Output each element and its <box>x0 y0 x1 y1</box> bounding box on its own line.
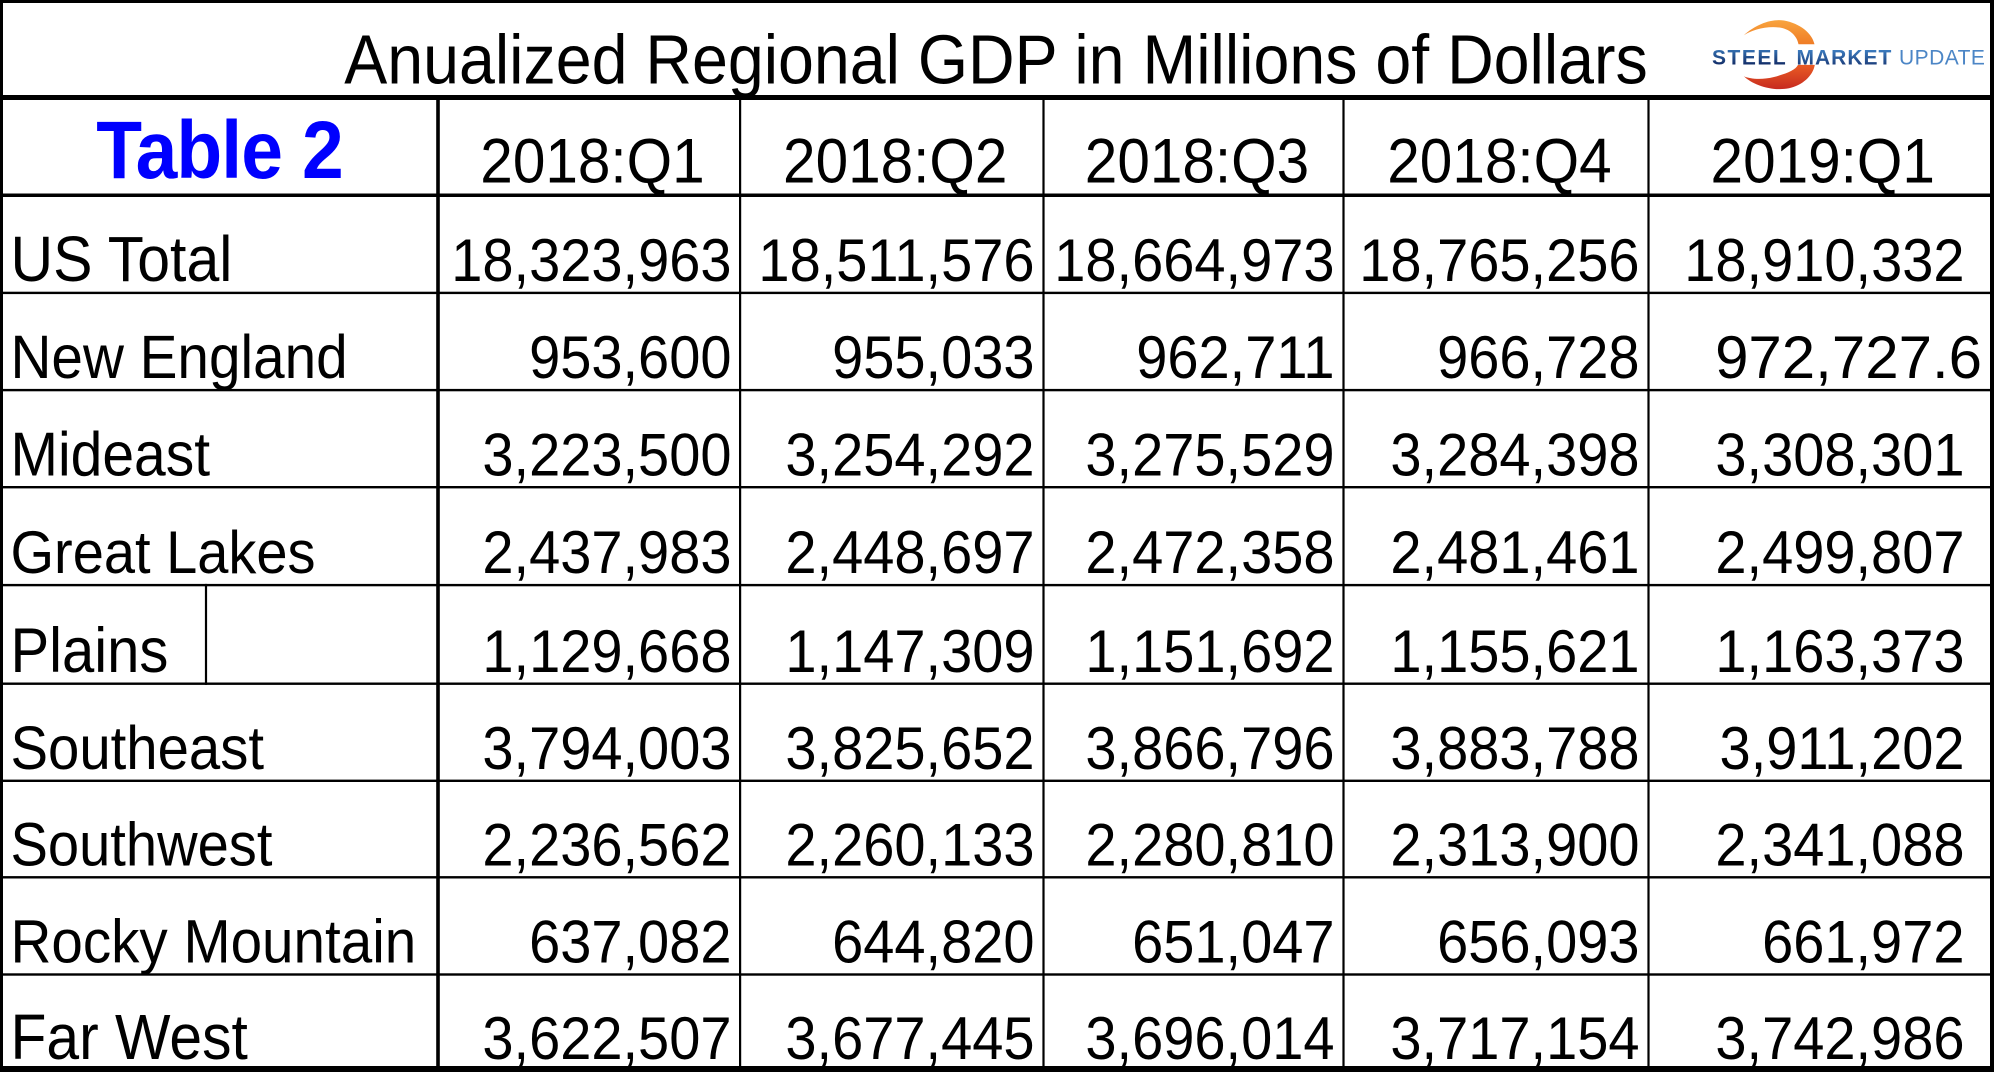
svg-text:18,323,963: 18,323,963 <box>451 227 731 295</box>
svg-text:MARKET: MARKET <box>1797 47 1893 70</box>
svg-text:US Total: US Total <box>11 224 233 296</box>
svg-text:3,696,014: 3,696,014 <box>1085 1005 1334 1072</box>
svg-text:STEEL: STEEL <box>1712 47 1787 70</box>
svg-text:661,972: 661,972 <box>1762 909 1964 977</box>
svg-text:2018:Q1: 2018:Q1 <box>480 125 704 196</box>
svg-text:18,910,332: 18,910,332 <box>1684 227 1964 295</box>
svg-text:651,047: 651,047 <box>1132 909 1334 977</box>
svg-text:2,260,133: 2,260,133 <box>785 811 1034 879</box>
svg-text:3,742,986: 3,742,986 <box>1715 1005 1964 1072</box>
svg-text:3,254,292: 3,254,292 <box>785 421 1034 489</box>
svg-text:1,151,692: 1,151,692 <box>1085 618 1334 686</box>
svg-text:Rocky Mountain: Rocky Mountain <box>11 908 417 977</box>
svg-text:972,727.6: 972,727.6 <box>1715 324 1982 391</box>
svg-text:2018:Q2: 2018:Q2 <box>783 125 1007 196</box>
svg-text:2019:Q1: 2019:Q1 <box>1711 125 1935 196</box>
svg-text:2,280,810: 2,280,810 <box>1085 811 1334 879</box>
svg-text:3,308,301: 3,308,301 <box>1715 421 1964 489</box>
svg-text:Great Lakes: Great Lakes <box>11 519 316 587</box>
svg-text:955,033: 955,033 <box>832 324 1034 392</box>
svg-text:3,866,796: 3,866,796 <box>1085 715 1334 783</box>
svg-text:Anualized Regional GDP in Mill: Anualized Regional GDP in Millions of Do… <box>344 21 1648 99</box>
svg-text:2,472,358: 2,472,358 <box>1085 519 1334 587</box>
svg-text:3,911,202: 3,911,202 <box>1720 715 1965 783</box>
svg-text:953,600: 953,600 <box>529 324 731 392</box>
svg-text:3,622,507: 3,622,507 <box>482 1005 731 1072</box>
svg-text:18,511,576: 18,511,576 <box>758 227 1034 295</box>
svg-text:UPDATE: UPDATE <box>1899 47 1985 70</box>
svg-text:962,711: 962,711 <box>1136 324 1334 392</box>
svg-text:2,341,088: 2,341,088 <box>1715 811 1964 879</box>
svg-text:Table 2: Table 2 <box>96 104 343 195</box>
svg-text:3,677,445: 3,677,445 <box>785 1005 1034 1072</box>
svg-text:Southeast: Southeast <box>11 715 265 783</box>
svg-text:1,147,309: 1,147,309 <box>785 618 1034 686</box>
svg-text:1,163,373: 1,163,373 <box>1715 618 1964 686</box>
svg-text:2018:Q3: 2018:Q3 <box>1085 125 1309 196</box>
svg-text:18,765,256: 18,765,256 <box>1359 227 1639 295</box>
svg-text:Plains: Plains <box>11 615 169 686</box>
svg-text:1,129,668: 1,129,668 <box>482 618 731 686</box>
svg-text:3,825,652: 3,825,652 <box>785 715 1034 783</box>
svg-text:3,223,500: 3,223,500 <box>482 421 731 489</box>
svg-text:656,093: 656,093 <box>1437 909 1639 977</box>
svg-text:2018:Q4: 2018:Q4 <box>1387 125 1611 196</box>
svg-text:New England: New England <box>11 323 348 392</box>
svg-text:3,717,154: 3,717,154 <box>1390 1005 1639 1072</box>
svg-text:3,794,003: 3,794,003 <box>482 715 731 783</box>
svg-text:3,275,529: 3,275,529 <box>1085 421 1334 489</box>
svg-text:Far West: Far West <box>11 1002 248 1072</box>
svg-text:637,082: 637,082 <box>529 909 731 977</box>
svg-text:2,448,697: 2,448,697 <box>785 519 1034 587</box>
svg-text:2,437,983: 2,437,983 <box>482 519 731 587</box>
svg-text:Mideast: Mideast <box>11 419 211 489</box>
svg-text:1,155,621: 1,155,621 <box>1390 618 1639 686</box>
svg-text:18,664,973: 18,664,973 <box>1054 227 1334 295</box>
svg-text:966,728: 966,728 <box>1437 324 1639 392</box>
svg-text:Southwest: Southwest <box>11 811 273 879</box>
svg-text:644,820: 644,820 <box>832 909 1034 977</box>
svg-text:3,284,398: 3,284,398 <box>1390 421 1639 489</box>
svg-text:2,481,461: 2,481,461 <box>1390 519 1639 587</box>
svg-text:2,313,900: 2,313,900 <box>1390 811 1639 879</box>
svg-text:3,883,788: 3,883,788 <box>1390 715 1639 783</box>
svg-text:2,236,562: 2,236,562 <box>482 811 731 879</box>
svg-text:2,499,807: 2,499,807 <box>1715 519 1964 587</box>
